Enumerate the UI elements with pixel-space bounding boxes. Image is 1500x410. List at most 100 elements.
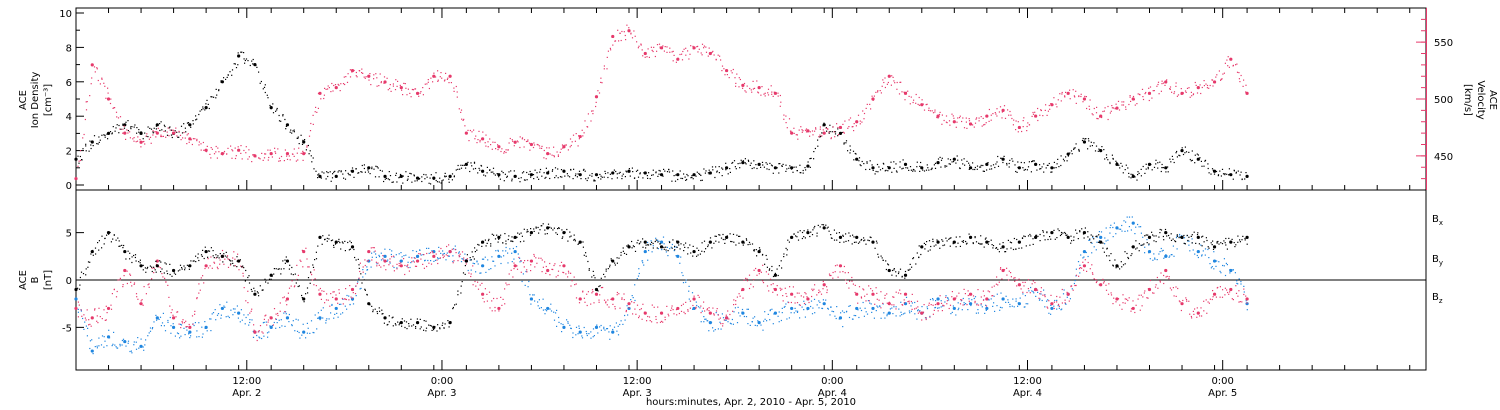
bz-series-point: [269, 316, 273, 320]
by-series-sample: [340, 303, 342, 305]
density-series-sample: [585, 178, 587, 180]
by-series-sample: [216, 314, 219, 316]
velocity-series-sample: [1223, 72, 1225, 74]
bz-series-sample: [338, 289, 340, 291]
bz-series-sample: [227, 266, 230, 268]
bx-series-sample: [663, 248, 665, 250]
bz-series-point: [871, 292, 875, 296]
velocity-series-sample: [819, 134, 821, 136]
density-series-sample: [941, 157, 943, 159]
by-series-sample: [619, 323, 621, 326]
density-series-point: [1050, 166, 1054, 170]
bz-series-sample: [1039, 293, 1041, 295]
by-series-sample: [196, 336, 198, 338]
by-series-sample: [371, 256, 373, 258]
by-series-sample: [493, 260, 495, 262]
bz-series-sample: [932, 313, 934, 315]
density-series-sample: [532, 174, 535, 176]
density-series-sample: [817, 145, 819, 147]
velocity-series-sample: [447, 77, 449, 79]
density-series-sample: [931, 167, 933, 169]
by-series-sample: [617, 325, 619, 327]
by-series-sample: [679, 262, 681, 264]
by-series-sample: [685, 279, 687, 281]
bz-series-sample: [1026, 291, 1028, 294]
by-series-sample: [317, 317, 319, 319]
velocity-series-point: [497, 145, 501, 149]
density-series-sample: [737, 163, 739, 165]
velocity-series-sample: [621, 30, 623, 33]
velocity-series-sample: [786, 127, 788, 129]
by-series-point: [1196, 249, 1200, 254]
by-series-point: [1099, 235, 1103, 239]
bz-series-sample: [165, 281, 167, 283]
by-series-sample: [284, 325, 286, 327]
by-series-sample: [1046, 300, 1048, 302]
bz-series-point: [790, 292, 794, 296]
bx-series-sample: [89, 261, 91, 263]
bz-series-sample: [638, 317, 640, 319]
bx-series-sample: [634, 250, 637, 252]
bz-series-sample: [1112, 303, 1114, 305]
by-series-sample: [440, 252, 442, 254]
bz-series-sample: [779, 287, 781, 289]
bx-series-sample: [434, 326, 436, 328]
density-series-sample: [1012, 160, 1014, 162]
bz-series-sample: [1083, 269, 1085, 271]
velocity-series-sample: [1060, 100, 1062, 102]
by-series-sample: [671, 243, 673, 246]
density-series-sample: [666, 171, 669, 173]
bx-series-sample: [450, 321, 452, 323]
bx-series-sample: [911, 266, 913, 268]
bx-series-sample: [190, 260, 192, 262]
density-series-sample: [962, 163, 964, 165]
velocity-series-sample: [633, 30, 635, 32]
bx-series-sample: [361, 282, 363, 284]
bz-series-sample: [194, 313, 196, 315]
bx-series-sample: [224, 255, 226, 257]
bz-series-sample: [518, 256, 520, 259]
by-series-sample: [1056, 308, 1058, 310]
bz-series-sample: [782, 300, 784, 302]
velocity-series-sample: [1114, 108, 1116, 110]
by-series-sample: [294, 330, 296, 332]
density-series-sample: [586, 179, 588, 182]
bz-series-point: [204, 264, 208, 268]
density-series-point: [903, 162, 908, 166]
velocity-series-sample: [89, 95, 91, 97]
by-series-sample: [1037, 291, 1039, 293]
bz-series-sample: [988, 291, 991, 293]
bz-series-sample: [1142, 296, 1144, 298]
bz-series-sample: [533, 253, 535, 256]
bz-series-sample: [396, 268, 398, 270]
bz-series-sample: [697, 294, 699, 296]
by-series-point: [627, 306, 631, 311]
by-series-sample: [1079, 272, 1081, 274]
bx-series-sample: [428, 324, 430, 326]
bz-series-sample: [418, 253, 420, 255]
bz-series-sample: [1130, 308, 1133, 310]
density-series-sample: [572, 178, 574, 180]
velocity-series-sample: [485, 145, 487, 147]
velocity-series-point: [855, 120, 859, 124]
bx-series-sample: [195, 261, 197, 263]
velocity-series-sample: [210, 157, 212, 159]
density-series-sample: [1147, 168, 1149, 170]
by-series-sample: [530, 303, 532, 305]
bz-series-sample: [1119, 304, 1121, 306]
velocity-series-sample: [779, 94, 781, 97]
bz-series-sample: [494, 310, 496, 312]
bx-series-sample: [674, 249, 676, 251]
velocity-series-sample: [302, 150, 304, 152]
velocity-series-sample: [909, 103, 911, 105]
by-series-sample: [446, 252, 448, 254]
velocity-series-sample: [564, 144, 566, 146]
bx-series-sample: [275, 268, 277, 270]
velocity-series-sample: [785, 115, 787, 117]
velocity-series-sample: [1022, 126, 1024, 128]
bz-series-sample: [1042, 294, 1044, 296]
bz-series-sample: [921, 319, 923, 321]
bz-series-sample: [789, 286, 791, 288]
by-series-sample: [675, 255, 677, 257]
by-series-sample: [412, 260, 414, 262]
